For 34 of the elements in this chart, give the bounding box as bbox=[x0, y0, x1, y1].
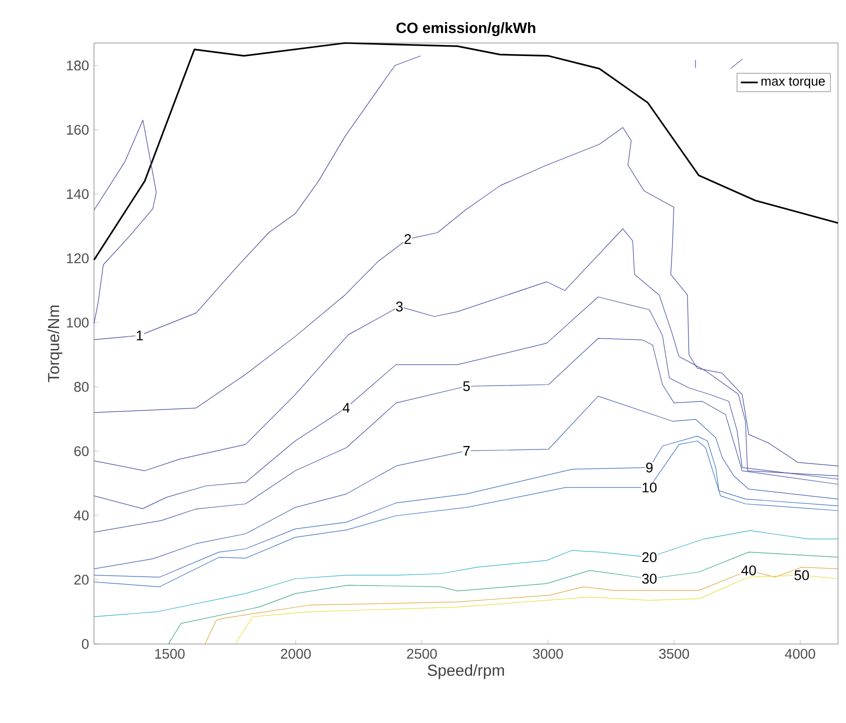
y-tick-label: 120 bbox=[66, 253, 89, 264]
series-label: 30 bbox=[642, 574, 657, 584]
line-series bbox=[94, 530, 838, 617]
series-label: 10 bbox=[642, 482, 657, 492]
y-tick-label: 60 bbox=[74, 446, 89, 456]
y-tick-label: 140 bbox=[66, 189, 89, 199]
x-tick-label: 2500 bbox=[407, 648, 437, 659]
x-tick-label: 3000 bbox=[532, 648, 563, 659]
y-tick-label: 20 bbox=[74, 574, 89, 585]
x-tick-label: 2000 bbox=[280, 648, 311, 659]
y-tick-label: 80 bbox=[74, 382, 89, 392]
series-label: 5 bbox=[463, 381, 470, 392]
legend-label: max torque bbox=[761, 77, 825, 88]
chart-title: CO emission/g/kWh bbox=[396, 22, 536, 36]
line-series bbox=[168, 552, 838, 644]
series-label: 9 bbox=[646, 462, 653, 472]
y-axis-title: Torque/Nm bbox=[48, 306, 62, 382]
series-label: 1 bbox=[136, 330, 143, 340]
x-axis-title: Speed/rpm bbox=[428, 664, 504, 680]
y-tick-label: 0 bbox=[82, 639, 89, 649]
x-tick-label: 1500 bbox=[155, 648, 185, 659]
series-label: 20 bbox=[642, 552, 657, 562]
x-tick-label: 3500 bbox=[659, 648, 690, 659]
y-tick-label: 180 bbox=[66, 60, 89, 70]
y-tick-label: 40 bbox=[74, 510, 89, 520]
series-label: 40 bbox=[741, 565, 756, 576]
series-label: 7 bbox=[463, 446, 470, 456]
line-series bbox=[93, 42, 839, 261]
series-label: 4 bbox=[342, 402, 350, 413]
series-label: 3 bbox=[396, 302, 403, 312]
y-tick-label: 100 bbox=[66, 318, 89, 328]
y-tick-label: 160 bbox=[66, 124, 89, 135]
series-label: 2 bbox=[404, 234, 411, 244]
x-tick-label: 4000 bbox=[784, 648, 816, 659]
